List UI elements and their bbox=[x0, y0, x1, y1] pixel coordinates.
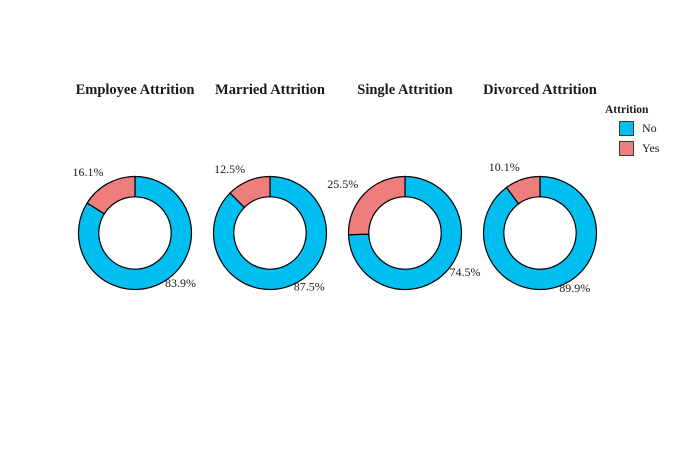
legend: Attrition No Yes bbox=[604, 104, 659, 160]
donut-employee: 83.9% 16.1% bbox=[73, 165, 197, 291]
donut-divorced: 89.9% 10.1% bbox=[482, 160, 598, 295]
legend-swatch-no-icon bbox=[619, 120, 634, 136]
legend-swatch-yes-icon bbox=[619, 140, 634, 156]
donut-married: 87.5% 12.5% bbox=[212, 162, 328, 293]
donut-slice-yes bbox=[86, 175, 136, 215]
donut-single: 74.5% 25.5% bbox=[327, 175, 481, 291]
slice-value-label: 10.1% bbox=[489, 160, 520, 174]
legend-label-no: No bbox=[642, 120, 657, 135]
donut-chart-single: Single Attrition 74.5% 25.5% bbox=[320, 81, 490, 318]
donut-chart-divorced: Divorced Attrition 89.9% 10.1% bbox=[455, 81, 625, 318]
slice-value-label: 16.1% bbox=[73, 165, 104, 179]
chart-title-employee: Employee Attrition bbox=[75, 82, 195, 98]
chart-title-divorced: Divorced Attrition bbox=[483, 82, 597, 98]
donut-slice-yes bbox=[229, 175, 271, 209]
donut-slice-yes bbox=[347, 175, 406, 236]
donut-slice-yes bbox=[505, 175, 541, 205]
donut-slice-no bbox=[212, 175, 328, 291]
donut-chart-married: Married Attrition 87.5% 12.5% bbox=[185, 81, 355, 318]
donut-chart-employee: Employee Attrition 83.9% 16.1% bbox=[50, 81, 220, 318]
chart-title-married: Married Attrition bbox=[215, 82, 325, 98]
slice-value-label: 74.5% bbox=[450, 265, 481, 279]
donut-slice-no bbox=[347, 175, 463, 291]
donut-slice-no bbox=[482, 175, 598, 291]
slice-value-label: 89.9% bbox=[559, 281, 590, 295]
slice-value-label: 12.5% bbox=[214, 162, 245, 176]
donut-slice-no bbox=[77, 175, 193, 291]
chart-title-single: Single Attrition bbox=[357, 82, 453, 98]
slice-value-label: 25.5% bbox=[327, 177, 358, 191]
slice-value-label: 83.9% bbox=[165, 276, 196, 290]
legend-label-yes: Yes bbox=[642, 140, 660, 155]
legend-item-no: No bbox=[619, 120, 659, 136]
legend-item-yes: Yes bbox=[619, 140, 659, 156]
legend-title: Attrition bbox=[605, 104, 649, 116]
slice-value-label: 87.5% bbox=[294, 279, 325, 293]
